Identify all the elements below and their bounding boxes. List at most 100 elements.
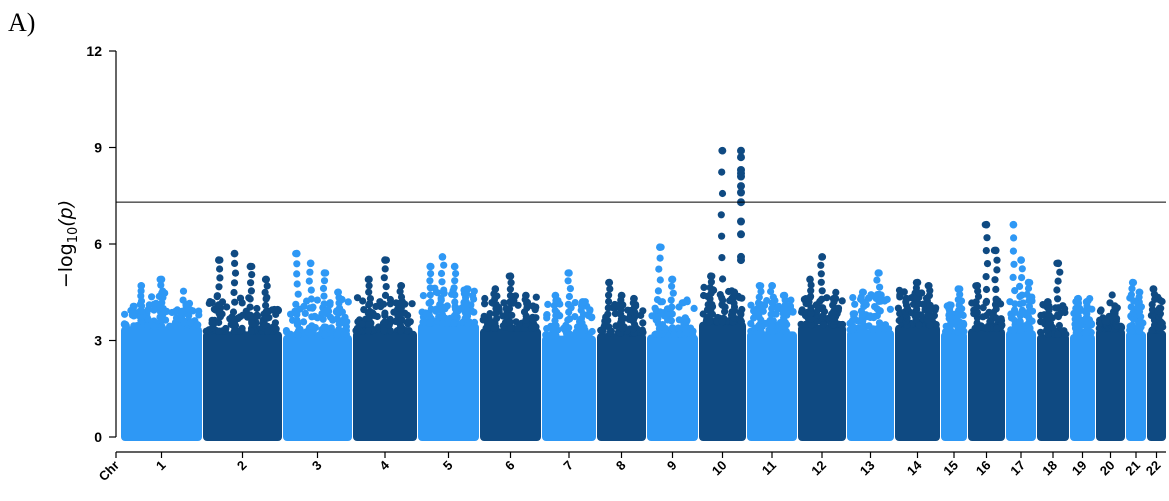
- chromosome-10-points: [699, 146, 746, 441]
- chromosome-19-dense-points: [1070, 333, 1095, 441]
- snp-point: [397, 293, 406, 301]
- chromosome-1-peak-point: [137, 282, 146, 290]
- snp-point: [470, 287, 478, 295]
- snp-point: [818, 295, 826, 303]
- snp-point: [150, 306, 158, 314]
- snp-point: [335, 325, 343, 333]
- chromosome-18-dense-points: [1037, 334, 1069, 441]
- snp-point: [427, 298, 435, 306]
- snp-point: [669, 289, 677, 297]
- snp-point: [1056, 268, 1064, 276]
- snp-point: [973, 319, 981, 327]
- snp-point: [706, 312, 714, 320]
- chromosome-12-points: [797, 253, 847, 441]
- snp-point: [817, 278, 825, 286]
- x-tick-label-chr-18: 18: [1039, 458, 1060, 479]
- snp-point: [426, 284, 434, 292]
- snp-point: [264, 327, 272, 335]
- snp-point: [293, 280, 301, 288]
- snp-point: [223, 303, 231, 311]
- chromosome-10-dense-points: [699, 321, 746, 441]
- chromosome-1-peak-point: [178, 307, 186, 316]
- snp-point: [648, 312, 656, 320]
- snp-point: [973, 314, 982, 322]
- chromosome-1-peak-point: [157, 275, 166, 284]
- snp-point: [137, 322, 145, 330]
- snp-point: [313, 296, 321, 304]
- snp-point: [353, 294, 362, 302]
- snp-point: [588, 313, 596, 321]
- chromosome-20-dense-points: [1096, 328, 1125, 441]
- snp-point: [193, 320, 201, 329]
- snp-point: [1061, 305, 1069, 313]
- x-tick-label-chr-3: 3: [309, 458, 325, 474]
- snp-point: [532, 293, 540, 301]
- snp-point: [313, 314, 322, 322]
- snp-point: [955, 301, 963, 309]
- chromosome-5-points: [418, 253, 479, 441]
- snp-point: [262, 295, 270, 303]
- chromosome-16-dense-points: [968, 328, 1005, 441]
- snp-point: [564, 300, 573, 308]
- snp-point: [707, 306, 715, 314]
- snp-point: [737, 310, 745, 318]
- snp-point: [270, 305, 278, 314]
- y-tick-label: 9: [94, 140, 102, 156]
- snp-point: [1037, 318, 1045, 326]
- snp-point: [1128, 285, 1136, 293]
- snp-point: [396, 287, 404, 295]
- snp-point: [679, 299, 688, 307]
- snp-point: [757, 327, 765, 335]
- snp-point: [506, 285, 514, 293]
- chromosome-21-points: [1126, 278, 1147, 441]
- snp-point: [248, 271, 256, 279]
- snp-point: [150, 300, 158, 308]
- snp-point: [506, 292, 515, 300]
- snp-point: [886, 305, 895, 313]
- snp-point: [1061, 330, 1069, 338]
- snp-point: [366, 295, 374, 303]
- snp-point: [382, 283, 390, 291]
- snp-point: [718, 168, 726, 176]
- snp-point: [364, 327, 372, 335]
- chromosome-5-peak-point: [438, 253, 447, 261]
- snp-point: [380, 274, 388, 282]
- chromosome-3-dense-points: [283, 334, 352, 441]
- x-tick-label-chr-8: 8: [613, 458, 629, 474]
- chromosome-5-peak-point: [426, 262, 435, 271]
- snp-point: [564, 277, 572, 285]
- snp-point: [157, 316, 165, 324]
- chromosome-22-peak-point: [1149, 285, 1158, 293]
- snp-point: [231, 298, 239, 306]
- snp-point: [326, 313, 335, 321]
- snp-point: [438, 303, 446, 311]
- snp-point: [767, 322, 776, 330]
- chromosome-14-peak-point: [925, 282, 933, 290]
- snp-point: [451, 305, 460, 313]
- snp-point: [992, 285, 1000, 293]
- snp-point: [238, 299, 246, 307]
- snp-point: [719, 296, 727, 304]
- snp-point: [639, 319, 647, 327]
- panel-label: A): [8, 8, 36, 37]
- chromosome-16-peak-point: [992, 246, 1000, 255]
- snp-point: [231, 269, 240, 277]
- chromosome-18-peak-point: [1054, 259, 1063, 268]
- chromosome-7-peak-point: [565, 269, 573, 277]
- snp-point: [708, 301, 716, 309]
- chromosome-8-points: [597, 278, 647, 441]
- snp-point: [668, 310, 676, 318]
- snp-point: [768, 305, 776, 313]
- snp-point: [717, 211, 725, 219]
- snp-point: [565, 292, 574, 301]
- snp-point: [470, 318, 479, 326]
- snp-point: [507, 324, 515, 332]
- snp-point: [529, 316, 537, 324]
- chromosome-2-peak-point: [246, 262, 255, 271]
- snp-point: [1018, 274, 1026, 282]
- chromosome-11-points: [747, 282, 797, 441]
- y-tick-label: 3: [94, 333, 102, 349]
- chromosome-9-peak-point: [681, 314, 690, 322]
- snp-point: [1025, 320, 1033, 328]
- snp-point: [144, 315, 152, 323]
